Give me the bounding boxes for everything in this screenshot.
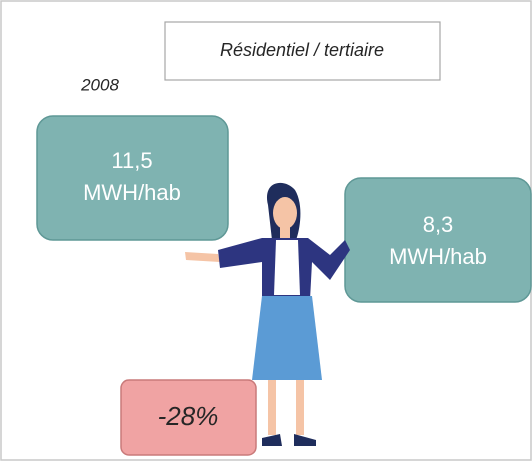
change: -28% bbox=[158, 401, 219, 431]
value-box bbox=[37, 116, 228, 240]
unit: MWH/hab bbox=[83, 180, 181, 205]
value-box bbox=[345, 178, 531, 302]
value: 8,3 bbox=[423, 212, 454, 237]
page: Résidentiel / tertiaire 2008 11,5 MWH/ha… bbox=[0, 0, 532, 461]
unit: MWH/hab bbox=[389, 244, 487, 269]
year: 2008 bbox=[80, 75, 119, 94]
infographic: Résidentiel / tertiaire 2008 11,5 MWH/ha… bbox=[0, 0, 532, 461]
value: 11,5 bbox=[111, 148, 152, 173]
title: Résidentiel / tertiaire bbox=[220, 40, 384, 60]
